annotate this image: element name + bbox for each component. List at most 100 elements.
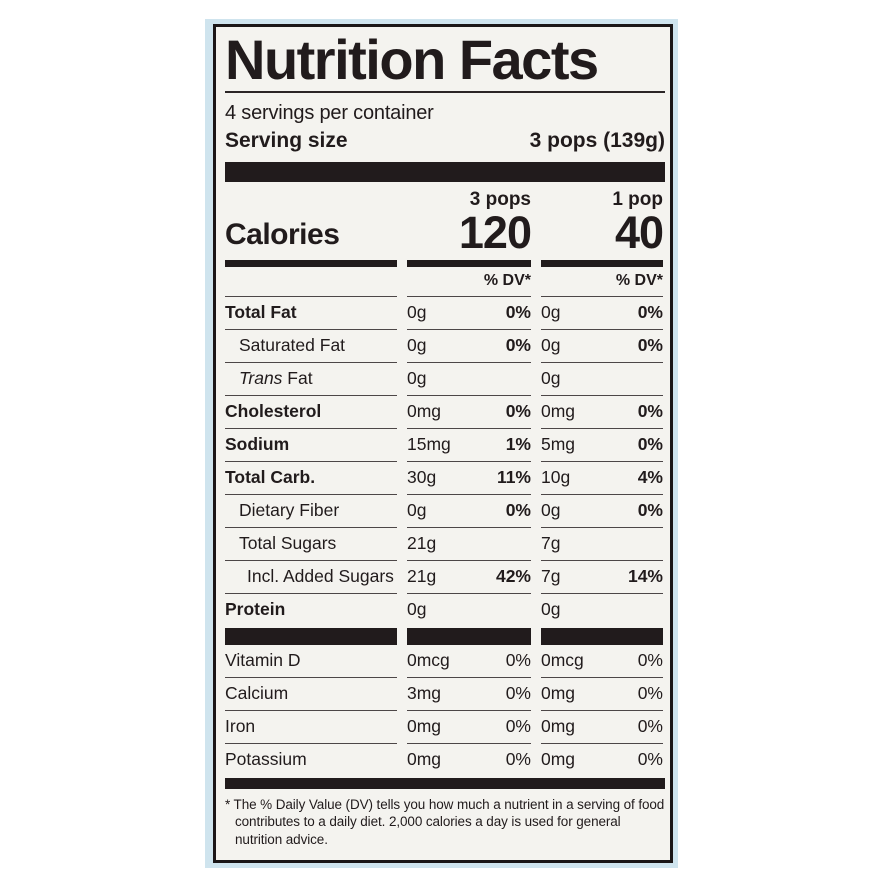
amount: 21g [407, 565, 437, 586]
col2-cell: 0g 0% [541, 328, 663, 362]
col1-cell: 3mg 0% [407, 676, 531, 710]
amount: 7g [541, 565, 561, 586]
amount: 0g [407, 334, 427, 355]
nutrient-name: Iron [225, 709, 397, 743]
amount: 0mg [407, 748, 442, 769]
col2-cell: 0g 0% [541, 493, 663, 527]
nutrient-name: Cholesterol [225, 394, 397, 428]
segmented-divider-bar [225, 627, 665, 645]
amount: 5mg [541, 433, 576, 454]
calories-underline [225, 259, 665, 267]
col2-cell: 0g [541, 592, 663, 626]
nutrient-name: Total Sugars [225, 526, 397, 560]
calories-row: Calories 120 40 [225, 207, 665, 259]
nutrition-facts-panel: Nutrition Facts 4 servings per container… [213, 24, 673, 863]
nutrient-name: Calcium [225, 676, 397, 710]
column-header-3pops: 3 pops [469, 189, 531, 211]
rule-segment [541, 259, 663, 267]
amount: 0mg [541, 400, 576, 421]
amount: 0g [407, 598, 427, 619]
vitamin-rows: Vitamin D 0mcg 0% 0mcg 0% Calcium 3mg 0% [225, 645, 665, 776]
calories-value-1pop: 40 [614, 207, 664, 259]
amount: 10g [541, 466, 571, 487]
col2-cell: 0mg 0% [541, 676, 663, 710]
col1-cell: 0mg 0% [407, 709, 531, 743]
col1-cell: 21g [407, 526, 531, 560]
daily-value: 0% [505, 682, 531, 703]
amount: 0g [541, 301, 561, 322]
amount: 0g [541, 367, 561, 388]
column-headers: 3 pops 1 pop [225, 189, 665, 211]
nutrient-name: Dietary Fiber [225, 493, 397, 527]
amount: 30g [407, 466, 437, 487]
table-row-potassium: Potassium 0mg 0% 0mg 0% [225, 742, 665, 776]
nutrient-name-italic: Trans [239, 367, 283, 388]
nutrient-rows: Total Fat 0g 0% 0g 0% Saturated Fat 0g 0… [225, 295, 665, 626]
bottom-divider-bar [225, 777, 665, 789]
col1-cell: 0g 0% [407, 328, 531, 362]
daily-value: 14% [627, 565, 663, 586]
nutrient-name: Saturated Fat [225, 328, 397, 362]
daily-value: 0% [637, 499, 663, 520]
thick-divider-bar [225, 162, 665, 183]
amount: 0g [407, 499, 427, 520]
daily-value: 0% [505, 301, 531, 322]
daily-value: 0% [637, 334, 663, 355]
label-edge: Nutrition Facts 4 servings per container… [205, 19, 678, 868]
daily-value: 0% [505, 499, 531, 520]
table-row-vitamin-d: Vitamin D 0mcg 0% 0mcg 0% [225, 645, 665, 677]
rule-segment [225, 259, 397, 267]
daily-value: 0% [637, 715, 663, 736]
col2-cell: 7g 14% [541, 559, 663, 593]
rule-segment [407, 259, 531, 267]
col2-cell: 0g [541, 361, 663, 395]
daily-value: 0% [637, 748, 663, 769]
table-row-saturated-fat: Saturated Fat 0g 0% 0g 0% [225, 328, 665, 362]
table-row-total-carb: Total Carb. 30g 11% 10g 4% [225, 460, 665, 494]
daily-value: 4% [637, 466, 663, 487]
daily-value: 0% [505, 748, 531, 769]
col1-cell: 0mg 0% [407, 742, 531, 776]
col2-cell: 10g 4% [541, 460, 663, 494]
col2-cell: 0mg 0% [541, 742, 663, 776]
daily-value: 0% [637, 400, 663, 421]
panel-title: Nutrition Facts [225, 28, 599, 91]
table-row-trans-fat: Trans Fat 0g 0g [225, 361, 665, 395]
col2-cell: 0mcg 0% [541, 645, 663, 677]
amount: 21g [407, 532, 437, 553]
amount: 0mg [407, 400, 442, 421]
table-row-iron: Iron 0mg 0% 0mg 0% [225, 709, 665, 743]
amount: 0g [407, 367, 427, 388]
col1-cell: 0g [407, 592, 531, 626]
dv-header-row: % DV* % DV* [225, 272, 665, 290]
dv-header-col1: % DV* [483, 271, 531, 289]
nutrient-name: Vitamin D [225, 649, 301, 670]
daily-value: 0% [637, 649, 663, 670]
amount: 3mg [407, 682, 442, 703]
col1-cell: 21g 42% [407, 559, 531, 593]
amount: 0mcg [407, 649, 450, 670]
spacer [225, 272, 397, 290]
calories-label: Calories [225, 217, 340, 251]
amount: 0g [541, 598, 561, 619]
bar-segment [541, 627, 663, 645]
amount: 0mg [541, 715, 576, 736]
daily-value: 0% [505, 334, 531, 355]
table-row-calcium: Calcium 3mg 0% 0mg 0% [225, 676, 665, 710]
table-row-protein: Protein 0g 0g [225, 592, 665, 626]
nutrient-name: Trans Fat [225, 361, 397, 395]
calories-value-3pops: 120 [458, 207, 532, 259]
nutrient-name: Potassium [225, 742, 397, 776]
col2-cell: 0mg 0% [541, 394, 663, 428]
daily-value: 0% [505, 400, 531, 421]
title-rule [225, 91, 665, 94]
daily-value: 0% [637, 433, 663, 454]
col2-cell: 5mg 0% [541, 427, 663, 461]
table-row-cholesterol: Cholesterol 0mg 0% 0mg 0% [225, 394, 665, 428]
dv-header-col2: % DV* [615, 271, 663, 289]
table-row-dietary-fiber: Dietary Fiber 0g 0% 0g 0% [225, 493, 665, 527]
bar-segment [407, 627, 531, 645]
daily-value: 1% [505, 433, 531, 454]
nutrient-name-rest: Fat [282, 367, 313, 388]
